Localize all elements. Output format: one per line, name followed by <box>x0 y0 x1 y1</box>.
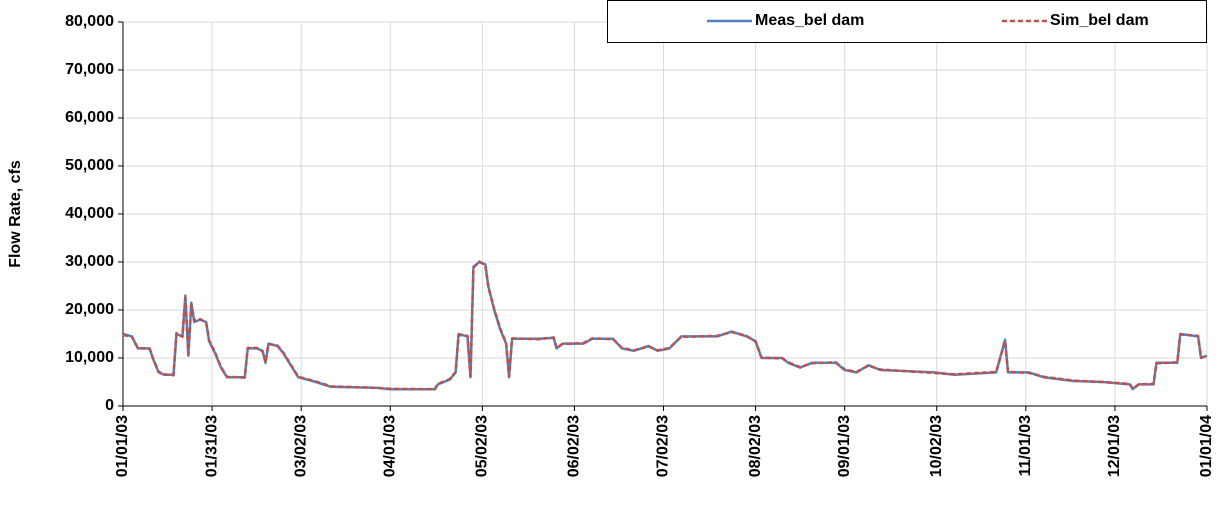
y-tick-label: 0 <box>105 397 114 414</box>
x-tick-label: 04/01/03 <box>382 415 399 477</box>
x-tick-label: 09/01/03 <box>836 415 853 477</box>
y-tick-label: 50,000 <box>65 157 114 174</box>
x-tick-label: 10/02/03 <box>928 415 945 477</box>
x-tick-label: 08/02/03 <box>747 415 764 477</box>
x-tick-label: 12/01/03 <box>1106 415 1123 477</box>
y-tick-label: 30,000 <box>65 253 114 270</box>
series-line <box>122 260 1208 391</box>
x-tick-label: 07/02/03 <box>655 415 672 477</box>
y-axis-title: Flow Rate, cfs <box>7 160 24 268</box>
y-tick-label: 80,000 <box>65 13 114 30</box>
y-tick-label: 60,000 <box>65 109 114 126</box>
x-tick-label: 05/02/03 <box>474 415 491 477</box>
y-tick-label: 40,000 <box>65 205 114 222</box>
y-tick-label: 70,000 <box>65 61 114 78</box>
x-tick-label: 01/31/03 <box>203 415 220 477</box>
x-tick-label: 06/02/03 <box>566 415 583 477</box>
y-tick-label: 20,000 <box>65 301 114 318</box>
legend-label: Sim_bel dam <box>1050 12 1149 29</box>
x-tick-label: 01/01/04 <box>1198 415 1215 477</box>
y-tick-label: 10,000 <box>65 349 114 366</box>
legend-label: Meas_bel dam <box>755 12 864 29</box>
x-tick-label: 03/02/03 <box>292 415 309 477</box>
x-tick-label: 01/01/03 <box>114 415 131 477</box>
x-tick-label: 11/01/03 <box>1017 415 1034 477</box>
